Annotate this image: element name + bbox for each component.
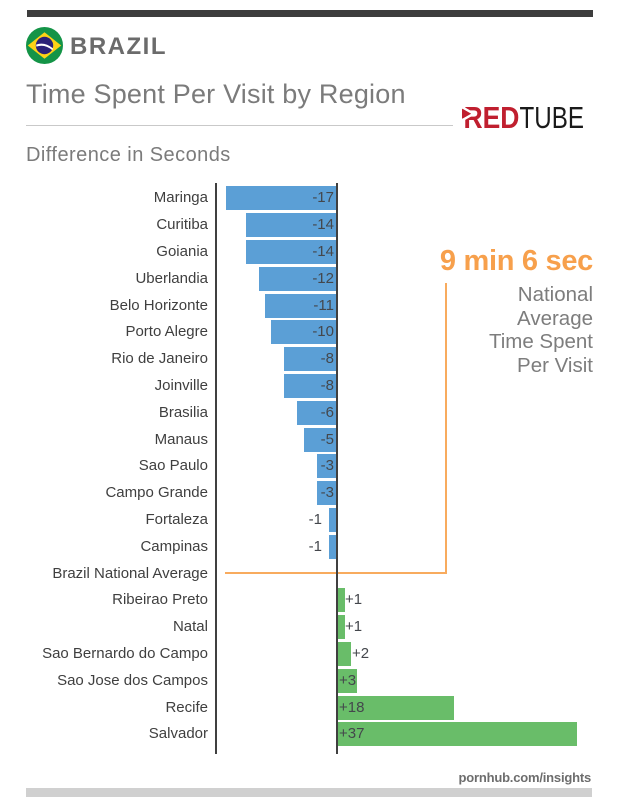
svg-text:RED: RED [464,103,520,130]
svg-text:TUBE: TUBE [520,103,584,130]
